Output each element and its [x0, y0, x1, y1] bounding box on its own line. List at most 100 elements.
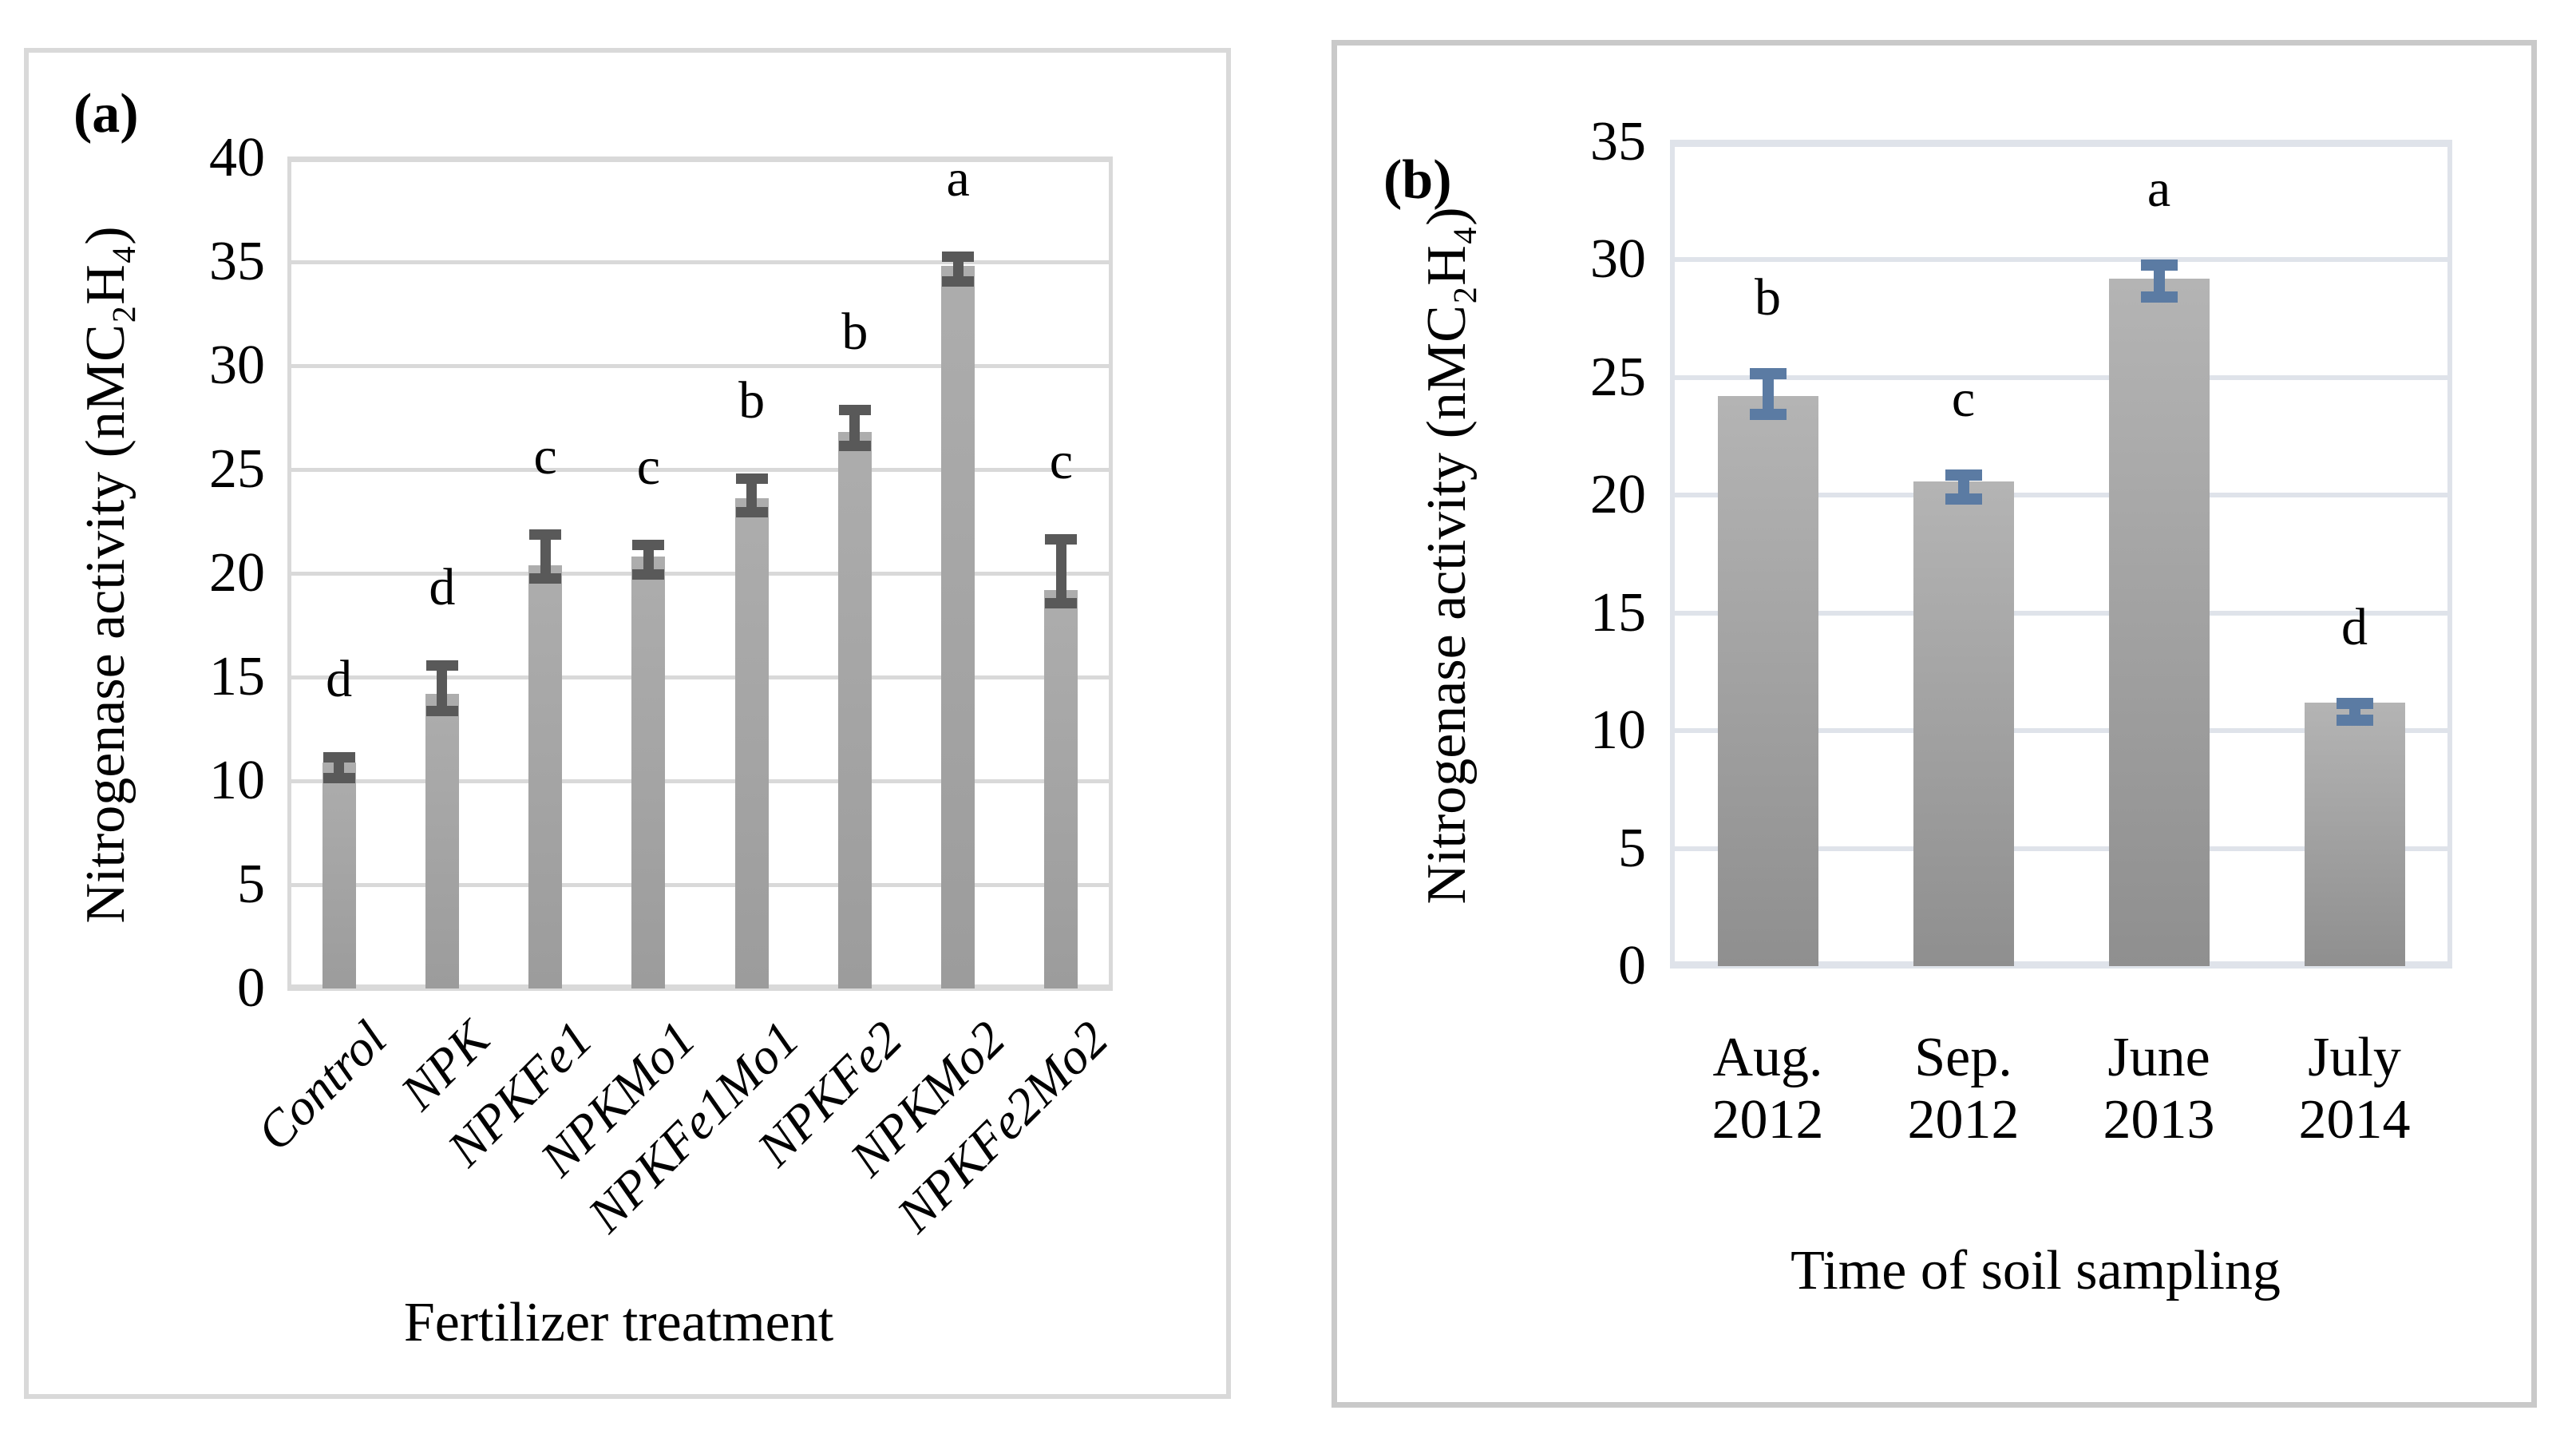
sig-letter: c — [533, 427, 557, 486]
error-bar-line — [1762, 368, 1774, 420]
error-bar — [322, 751, 355, 783]
bar-npkmo1 — [631, 557, 666, 988]
gridline — [1670, 964, 2452, 969]
x-tick-label: June 2013 — [2040, 1027, 2279, 1151]
error-bar — [838, 405, 871, 451]
error-bar — [425, 660, 458, 717]
sig-letter: d — [429, 558, 456, 617]
error-bar-line — [540, 529, 551, 584]
x-tick-label-line: 2012 — [1907, 1089, 2020, 1151]
y-tick-label: 30 — [209, 335, 265, 396]
sig-letter: b — [738, 371, 766, 430]
sig-letter: d — [326, 649, 353, 708]
gridline — [287, 778, 1113, 783]
x-tick-label-line: 2013 — [2103, 1089, 2215, 1151]
y-tick-label: 20 — [1590, 464, 1646, 526]
panel-b: (b) Nitrogenase activity (nMC₂H₄) b Aug. 2… — [1332, 40, 2537, 1408]
chart-b-plot-area: b Aug. 2012 c Sep. 2012 a June 2013 d July 2014 0 5 10… — [1590, 111, 2452, 1151]
panel-b-y-axis-title: Nitrogenase activity (nMC₂H₄) — [1416, 207, 1478, 905]
panel-b-label: (b) — [1383, 149, 1452, 211]
error-bar-line — [334, 751, 345, 783]
y-tick-label: 10 — [209, 750, 265, 811]
error-bar-line — [1055, 533, 1066, 609]
gridline — [287, 882, 1113, 887]
error-bar — [1945, 469, 1982, 505]
bar-aug-2012 — [1717, 396, 1818, 966]
y-tick-label: 40 — [209, 127, 265, 188]
y-tick-label: 35 — [209, 231, 265, 292]
sig-letter: c — [1951, 369, 1976, 428]
gridline — [1670, 257, 2452, 263]
error-bar — [1749, 368, 1787, 420]
error-bar-line — [1957, 469, 1969, 505]
y-tick-label: 5 — [1618, 817, 1646, 879]
sig-letter: b — [841, 303, 869, 362]
gridline — [1670, 728, 2452, 734]
gridline — [1670, 610, 2452, 616]
bar-npkfe1 — [528, 565, 563, 988]
x-tick-label: July 2014 — [2235, 1027, 2475, 1151]
y-tick-label: 35 — [1590, 111, 1646, 172]
bar-june-2013 — [2108, 279, 2210, 966]
chart-a-plot-area: d Control d NPK c NPKFe1 c NPKMo1 b NPKFe1Mo1 b NPK… — [209, 127, 1119, 1243]
bar-sep-2012 — [1913, 481, 2014, 966]
error-bar-line — [952, 252, 964, 287]
gridline — [287, 986, 1113, 991]
error-bar — [2336, 697, 2373, 727]
gridline — [287, 571, 1113, 576]
plot-area-border — [1670, 142, 2452, 966]
y-tick-label: 15 — [1590, 581, 1646, 644]
bar-npkfe2 — [837, 432, 872, 988]
y-tick-label: 25 — [1590, 346, 1646, 408]
y-tick-label: 20 — [209, 542, 265, 604]
y-tick-label: 15 — [209, 646, 265, 707]
gridline — [1670, 493, 2452, 498]
bar-july-2014 — [2304, 702, 2405, 966]
sig-letter: d — [2341, 597, 2368, 656]
gridline — [287, 363, 1113, 368]
y-tick-label: 30 — [1590, 228, 1646, 291]
x-tick-label: Sep. 2012 — [1844, 1027, 2083, 1151]
y-tick-label: 25 — [209, 438, 265, 500]
error-bar-line — [643, 540, 654, 580]
bar-npkfe1mo1 — [734, 498, 769, 988]
gridline — [1670, 374, 2452, 380]
panel-a-label: (a) — [73, 83, 139, 145]
x-tick-label-line: July — [2308, 1027, 2401, 1088]
error-bar — [942, 252, 975, 287]
x-tick-label-line: June — [2107, 1027, 2210, 1088]
gridline — [287, 259, 1113, 264]
bar-npk — [425, 693, 459, 988]
bar-npkfe2mo2 — [1044, 589, 1078, 988]
y-tick-label: 5 — [237, 854, 265, 915]
error-bar-line — [437, 660, 448, 717]
error-bar-line — [2348, 697, 2360, 727]
y-tick-label: 0 — [237, 957, 265, 1019]
sig-letter: a — [2147, 160, 2171, 219]
error-bar — [2140, 259, 2178, 303]
x-tick-label-line: 2012 — [1711, 1089, 1824, 1151]
x-tick-label-line: 2014 — [2298, 1089, 2411, 1151]
panel-a-x-axis-title: Fertilizer treatment — [403, 1292, 834, 1353]
sig-letter: c — [1049, 431, 1074, 490]
error-bar-line — [849, 405, 861, 451]
bar-npkmo2 — [941, 266, 975, 988]
plot-area-border — [287, 158, 1113, 988]
panel-a: (a) Nitrogenase activity (nMC₂H₄) d Contr… — [24, 48, 1231, 1399]
y-tick-label: 10 — [1590, 699, 1646, 762]
error-bar — [529, 529, 562, 584]
bar-control — [322, 762, 356, 988]
x-tick-label-line: Sep. — [1914, 1027, 2012, 1088]
error-bar — [632, 540, 665, 580]
gridline — [1670, 846, 2452, 851]
error-bar-line — [746, 473, 758, 517]
error-bar — [735, 473, 768, 517]
gridline — [287, 675, 1113, 679]
x-tick-label: Aug. 2012 — [1648, 1027, 1888, 1151]
sig-letter: a — [946, 149, 970, 208]
sig-letter: c — [636, 438, 661, 497]
x-tick-label-line: Aug. — [1712, 1027, 1823, 1088]
panel-b-x-axis-title: Time of soil sampling — [1791, 1240, 2281, 1301]
y-tick-label: 0 — [1618, 935, 1646, 996]
error-bar — [1045, 533, 1078, 609]
